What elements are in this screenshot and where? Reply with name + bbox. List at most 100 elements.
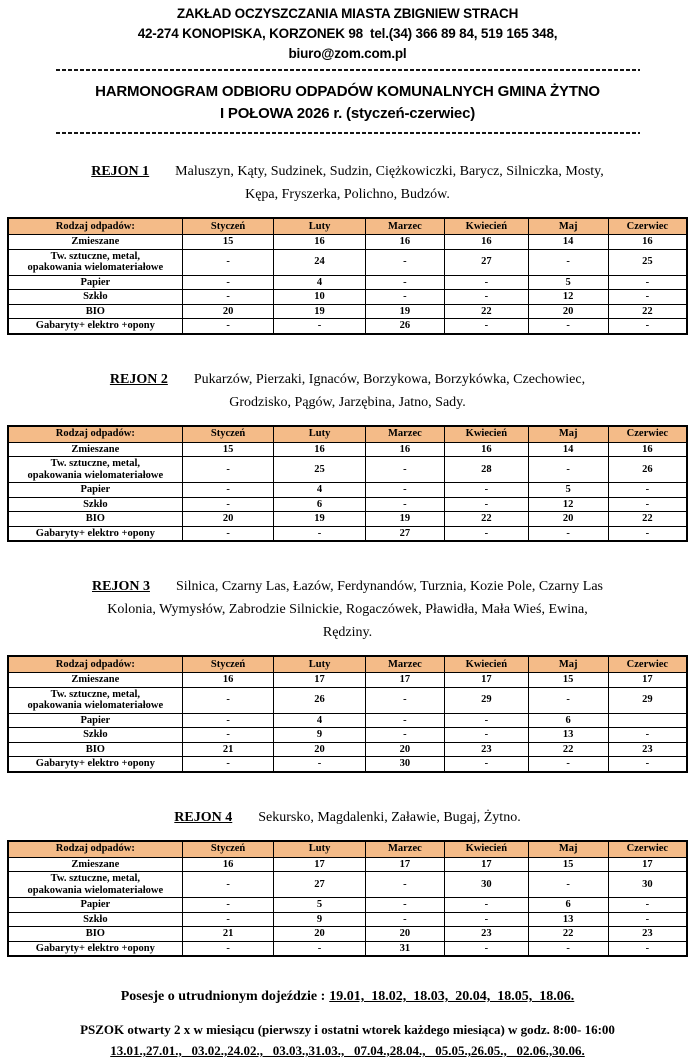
schedule-date-cell: -	[607, 940, 688, 957]
schedule-date-cell: 25	[273, 456, 366, 483]
company-name: ZAKŁAD OCZYSZCZANIA MIASTA ZBIGNIEW STRA…	[176, 6, 519, 21]
company-address-phone: 42-274 KONOPISKA, KORZONEK 98 tel.(34) 3…	[137, 26, 558, 41]
table-row: Szkło -10- -12-	[7, 289, 688, 305]
schedule-date-cell: 29	[607, 686, 688, 714]
waste-type-column-header: Rodzaj odpadów:	[7, 425, 183, 443]
difficult-access-label: Posesje o utrudnionym dojeździe :	[120, 989, 326, 1004]
waste-type-label: Tw. sztuczne, metal, opakowania wielomat…	[7, 456, 183, 483]
month-column-header: Marzec	[364, 840, 446, 858]
schedule-date-cell: -	[444, 756, 529, 772]
schedule-date-cell: 21	[181, 926, 275, 942]
table-row: BIO 21 20 20 23 22 23	[7, 741, 688, 757]
schedule-date-cell: 16	[273, 234, 366, 250]
difficult-access-note: Posesje o utrudnionym dojeździe :19.01, …	[0, 987, 695, 1007]
schedule-date-cell: 5	[273, 897, 366, 913]
schedule-date-cell: 5	[527, 274, 609, 290]
schedule-date-cell: 30	[607, 871, 688, 898]
schedule-subtitle: I POŁOWA 2026 r. (styczeń-czerwiec)	[219, 105, 476, 122]
schedule-date-cell: 23	[444, 741, 529, 757]
table-row: Gabaryty+ elektro +opony - -31- - -	[7, 940, 688, 957]
schedule-date-cell: -	[444, 496, 529, 512]
waste-type-label: Szkło	[7, 911, 183, 927]
waste-type-column-header: Rodzaj odpadów:	[7, 840, 183, 858]
rejon-3-schedule-table: Rodzaj odpadów: Styczeń Luty Marzec Kwiecień…	[7, 655, 688, 773]
schedule-date-cell: -	[181, 911, 275, 927]
waste-type-label: Papier	[7, 482, 183, 498]
rejon-1-schedule-table: Rodzaj odpadów: Styczeń Luty Marzec Kwiecień…	[7, 217, 688, 335]
schedule-date-cell: 16	[607, 441, 688, 457]
schedule-date-cell: -	[181, 686, 275, 714]
schedule-date-cell: 10	[273, 289, 366, 305]
schedule-date-cell: -	[273, 525, 366, 542]
waste-type-label: Gabaryty+ elektro +opony	[7, 318, 183, 334]
schedule-date-cell: 19	[364, 303, 446, 319]
schedule-date-cell	[607, 712, 688, 728]
schedule-date-cell: 23	[607, 926, 688, 942]
schedule-title: HARMONOGRAM ODBIORU ODPADÓW KOMUNALNYCH …	[95, 83, 600, 100]
schedule-date-cell: 20	[364, 741, 446, 757]
schedule-date-cell: -	[607, 525, 688, 542]
schedule-date-cell: -	[364, 911, 446, 927]
schedule-date-cell: -	[607, 289, 688, 305]
schedule-date-cell: -	[444, 940, 529, 957]
schedule-date-cell: 22	[607, 511, 688, 527]
schedule-date-cell: -	[181, 727, 275, 743]
difficult-access-dates: 19.01, 18.02, 18.03, 20.04, 18.05, 18.06…	[329, 989, 575, 1004]
schedule-date-cell: 24	[273, 248, 366, 276]
waste-type-label: Gabaryty+ elektro +opony	[7, 940, 183, 957]
schedule-date-cell: 20	[181, 511, 275, 527]
month-column-header: Styczeń	[181, 655, 275, 673]
schedule-date-cell: 22	[527, 926, 609, 942]
waste-type-label: BIO	[7, 303, 183, 319]
schedule-date-cell: 20	[273, 926, 366, 942]
month-column-header: Marzec	[364, 655, 446, 673]
schedule-date-cell: -	[181, 871, 275, 898]
month-column-header: Maj	[527, 655, 609, 673]
schedule-date-cell: -	[364, 496, 446, 512]
month-column-header: Marzec	[364, 425, 446, 443]
schedule-date-cell: -	[181, 274, 275, 290]
schedule-date-cell: -	[527, 940, 609, 957]
schedule-date-cell: 20	[527, 303, 609, 319]
table-row: Gabaryty+ elektro +opony - -27- - -	[7, 525, 688, 542]
schedule-date-cell: 26	[607, 456, 688, 483]
schedule-date-cell: 13	[527, 727, 609, 743]
schedule-date-cell: -	[364, 274, 446, 290]
schedule-date-cell: 17	[607, 672, 688, 688]
schedule-date-cell: 22	[444, 303, 529, 319]
table-row: Gabaryty+ elektro +opony - -26- - -	[7, 318, 688, 334]
schedule-date-cell: 20	[364, 926, 446, 942]
month-column-header: Styczeń	[181, 425, 275, 443]
schedule-date-cell: -	[444, 727, 529, 743]
rejon-3-villages: Silnica, Czarny Las, Łazów, Ferdynandów,…	[107, 579, 603, 640]
table-header-row: Rodzaj odpadów: Styczeń Luty Marzec Kwiecień…	[7, 655, 688, 673]
schedule-date-cell: -	[527, 248, 609, 276]
schedule-date-cell: -	[181, 525, 275, 542]
waste-type-label: BIO	[7, 741, 183, 757]
month-column-header: Marzec	[364, 217, 446, 235]
schedule-date-cell: 27	[364, 525, 446, 542]
waste-type-label: Tw. sztuczne, metal, opakowania wielomat…	[7, 686, 183, 714]
schedule-date-cell: 6	[527, 897, 609, 913]
rejon-1-label: REJON 1	[91, 164, 150, 179]
pszok-note: PSZOK otwarty 2 x w miesiącu (pierwszy i…	[0, 1019, 695, 1061]
schedule-date-cell: 19	[273, 511, 366, 527]
schedule-date-cell: 26	[273, 686, 366, 714]
table-row: Papier -4- -5-	[7, 482, 688, 498]
schedule-date-cell: -	[607, 911, 688, 927]
rejon-2-schedule-table: Rodzaj odpadów: Styczeń Luty Marzec Kwiecień…	[7, 424, 688, 542]
table-header-row: Rodzaj odpadów: Styczeń Luty Marzec Kwiecień…	[7, 425, 688, 443]
month-column-header: Czerwiec	[607, 655, 688, 673]
schedule-date-cell: 20	[273, 741, 366, 757]
schedule-date-cell: 14	[527, 234, 609, 250]
waste-type-label: Tw. sztuczne, metal, opakowania wielomat…	[7, 871, 183, 898]
rejon-2-villages: Pukarzów, Pierzaki, Ignaców, Borzykowa, …	[193, 371, 586, 410]
waste-type-label: Gabaryty+ elektro +opony	[7, 525, 183, 542]
table-row: Papier -4- -5-	[7, 274, 688, 290]
schedule-date-cell: 12	[527, 289, 609, 305]
table-row: Gabaryty+ elektro +opony - -30- - -	[7, 756, 688, 772]
schedule-date-cell: -	[181, 897, 275, 913]
waste-type-label: Papier	[7, 712, 183, 728]
schedule-date-cell: -	[527, 871, 609, 898]
